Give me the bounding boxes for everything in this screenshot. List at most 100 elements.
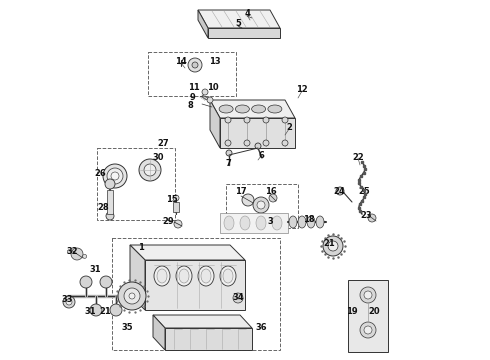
Text: 24: 24 — [333, 186, 345, 195]
Ellipse shape — [176, 266, 192, 286]
Text: 12: 12 — [296, 85, 308, 94]
Text: 21: 21 — [99, 307, 111, 316]
Bar — [226, 184, 298, 228]
Ellipse shape — [224, 216, 234, 230]
Ellipse shape — [179, 269, 189, 283]
Circle shape — [118, 282, 146, 310]
Circle shape — [257, 201, 265, 209]
Circle shape — [90, 304, 102, 316]
Ellipse shape — [298, 216, 306, 228]
Circle shape — [63, 296, 75, 308]
Text: 14: 14 — [175, 58, 187, 67]
Text: 31: 31 — [89, 266, 101, 274]
Text: 13: 13 — [209, 58, 221, 67]
Circle shape — [202, 89, 208, 95]
Polygon shape — [153, 315, 165, 350]
Text: 19: 19 — [346, 306, 358, 315]
Text: 32: 32 — [66, 247, 78, 256]
Circle shape — [83, 255, 87, 258]
Text: 26: 26 — [94, 170, 106, 179]
Polygon shape — [198, 10, 208, 38]
Polygon shape — [130, 245, 145, 310]
Bar — [97, 148, 175, 220]
Circle shape — [105, 179, 115, 189]
Circle shape — [129, 293, 135, 299]
Circle shape — [360, 322, 376, 338]
Circle shape — [107, 168, 123, 184]
Circle shape — [192, 62, 198, 68]
Ellipse shape — [240, 216, 250, 230]
Ellipse shape — [201, 269, 211, 283]
Text: 36: 36 — [255, 324, 267, 333]
Ellipse shape — [289, 216, 297, 228]
Circle shape — [106, 212, 114, 220]
Circle shape — [144, 164, 156, 176]
Ellipse shape — [256, 216, 266, 230]
Text: 29: 29 — [162, 217, 174, 226]
Circle shape — [328, 241, 338, 251]
Text: 7: 7 — [225, 158, 231, 167]
Ellipse shape — [220, 266, 236, 286]
Polygon shape — [165, 328, 252, 350]
Bar — [107, 190, 113, 214]
Text: 5: 5 — [235, 19, 241, 28]
Text: 18: 18 — [303, 216, 315, 225]
Circle shape — [226, 150, 232, 156]
Text: 34: 34 — [232, 293, 244, 302]
Text: 9: 9 — [189, 93, 195, 102]
Polygon shape — [348, 280, 388, 352]
Ellipse shape — [223, 269, 233, 283]
Circle shape — [360, 287, 376, 303]
Ellipse shape — [272, 216, 282, 230]
Text: 16: 16 — [265, 186, 277, 195]
Text: 33: 33 — [61, 296, 73, 305]
Circle shape — [244, 140, 250, 146]
Circle shape — [111, 172, 119, 180]
Circle shape — [364, 291, 372, 299]
Circle shape — [80, 276, 92, 288]
Ellipse shape — [219, 105, 233, 113]
Text: 11: 11 — [188, 84, 200, 93]
Circle shape — [244, 117, 250, 123]
Text: 20: 20 — [368, 306, 380, 315]
Bar — [112, 238, 280, 350]
Text: 27: 27 — [157, 139, 169, 148]
Ellipse shape — [316, 216, 324, 228]
Circle shape — [71, 248, 83, 260]
Ellipse shape — [157, 269, 167, 283]
Text: 30: 30 — [152, 153, 164, 162]
Polygon shape — [210, 100, 220, 148]
Polygon shape — [145, 260, 245, 310]
Text: 35: 35 — [121, 324, 133, 333]
Text: 17: 17 — [235, 186, 247, 195]
Circle shape — [368, 214, 376, 222]
Bar — [173, 202, 179, 212]
Ellipse shape — [252, 105, 266, 113]
Circle shape — [174, 220, 182, 228]
Circle shape — [242, 194, 254, 206]
Text: 2: 2 — [286, 123, 292, 132]
Polygon shape — [208, 28, 280, 38]
Circle shape — [67, 249, 72, 254]
Circle shape — [225, 140, 231, 146]
Text: 1: 1 — [138, 243, 144, 252]
Ellipse shape — [235, 105, 249, 113]
Circle shape — [225, 117, 231, 123]
Text: 10: 10 — [207, 84, 219, 93]
Circle shape — [110, 304, 122, 316]
Text: 28: 28 — [97, 203, 109, 212]
Polygon shape — [130, 245, 245, 260]
Circle shape — [103, 164, 127, 188]
Circle shape — [336, 187, 344, 195]
Circle shape — [255, 143, 261, 149]
Polygon shape — [198, 10, 280, 28]
Circle shape — [188, 58, 202, 72]
Circle shape — [323, 236, 343, 256]
Ellipse shape — [154, 266, 170, 286]
Circle shape — [233, 293, 243, 303]
Text: 22: 22 — [352, 153, 364, 162]
Circle shape — [282, 117, 288, 123]
Text: 6: 6 — [258, 150, 264, 159]
Circle shape — [269, 194, 277, 202]
Circle shape — [66, 299, 72, 305]
